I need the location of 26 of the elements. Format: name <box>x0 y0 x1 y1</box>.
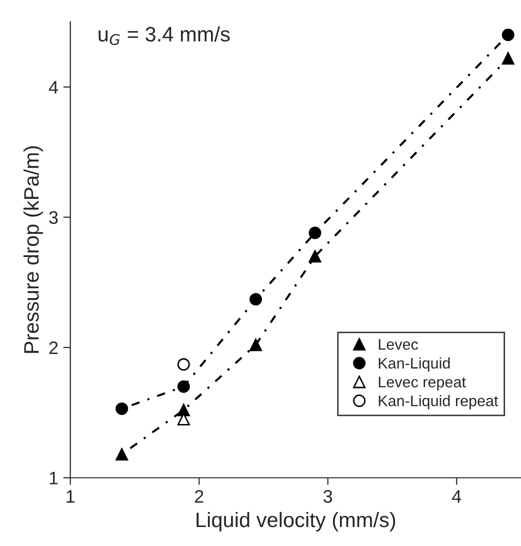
legend-label: Kan-Liquid repeat <box>378 395 498 410</box>
legend-label: Kan-Liquid <box>378 357 450 372</box>
x-tick-label: 2 <box>194 490 204 503</box>
point <box>502 52 514 65</box>
legend-label: Levec repeat <box>378 376 466 390</box>
y-tick-label: 3 <box>49 211 58 224</box>
x-tick-label: 3 <box>324 490 332 503</box>
point <box>308 226 322 240</box>
point <box>177 358 190 371</box>
y-tick-label: 4 <box>48 81 58 94</box>
legend-label: Levec <box>378 339 418 350</box>
point <box>502 28 514 42</box>
x-axis-title: Liquid velocity (mm/s) <box>196 512 396 532</box>
point <box>308 250 322 263</box>
point <box>116 402 128 415</box>
annotation: u$_{G}$ = 3.4 mm/s <box>98 26 230 46</box>
x-tick-label: 1 <box>66 490 74 503</box>
x-tick-label: 4 <box>452 490 462 503</box>
point <box>250 338 262 352</box>
y-axis-title: Pressure drop (kPa/m) <box>24 146 43 353</box>
y-tick-label: 2 <box>49 341 58 354</box>
point <box>116 448 128 461</box>
point <box>250 293 262 306</box>
point <box>177 380 190 393</box>
point <box>177 404 190 416</box>
y-tick-label: 1 <box>50 472 58 484</box>
